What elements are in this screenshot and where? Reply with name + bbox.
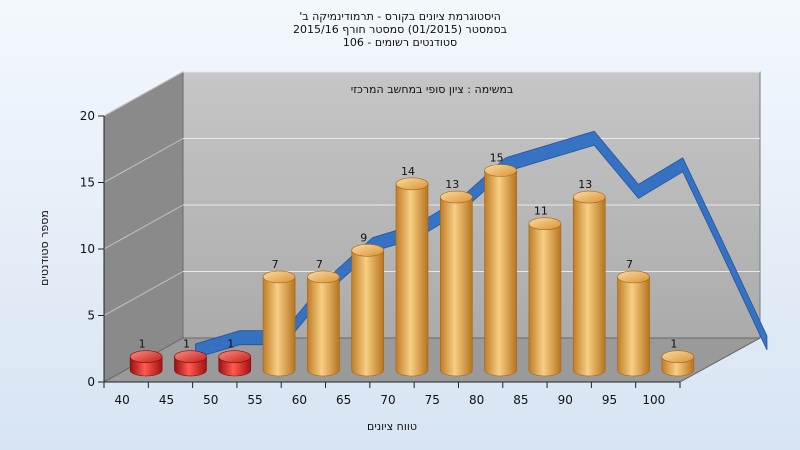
- bar-60: 7: [307, 258, 340, 377]
- axes-layer: 0 5 10 15 20 40 45 50 55 60 65 70 75 80 85 90 95 100: [80, 109, 681, 407]
- chart-subtitle: במשימה : ציון סופי במחשב המרכזי: [351, 83, 514, 96]
- bar-value-label: 1: [670, 338, 677, 351]
- bar-value-label: 13: [445, 178, 459, 191]
- bar-value-label: 1: [139, 338, 146, 351]
- bar-top: [661, 350, 695, 364]
- x-tick-label: 70: [380, 393, 395, 407]
- bar-top: [307, 270, 340, 284]
- bar-55: 7: [262, 258, 296, 377]
- bar-body: [307, 276, 340, 377]
- bar-top: [440, 190, 473, 204]
- bar-40: 1: [129, 338, 163, 377]
- y-tick-label: 15: [80, 176, 95, 190]
- x-tick-label: 100: [642, 393, 665, 407]
- x-tick-label: 95: [602, 393, 617, 407]
- bar-75: 13: [440, 178, 473, 377]
- chart-title-line-1: היסטוגרמת ציונים בקורס - תרמודינמיקה ב': [299, 10, 501, 23]
- bar-value-label: 1: [227, 338, 234, 351]
- bar-top: [572, 190, 606, 204]
- bar-top: [129, 350, 163, 364]
- grid-line-side: [103, 71, 184, 117]
- grid-line-side: [103, 138, 184, 183]
- y-tick-label: 0: [87, 375, 95, 389]
- x-tick-label: 90: [558, 393, 573, 407]
- x-tick-label: 85: [513, 393, 528, 407]
- bar-value-label: 15: [490, 152, 504, 165]
- bar-body: [440, 196, 473, 377]
- grid-line-side: [103, 204, 184, 250]
- bar-body: [572, 196, 606, 377]
- bar-body: [484, 170, 517, 377]
- y-axis-label: מספר סטודנטים: [38, 210, 51, 286]
- chart-title-line-3: סטודנטים רשומים - 106: [342, 36, 458, 49]
- bar-value-label: 9: [360, 231, 367, 244]
- chart-title-line-2: בסמסטר (01/2015) סמסטר חורף 2015/16: [293, 23, 507, 36]
- bar-value-label: 7: [316, 258, 323, 271]
- x-tick-label: 60: [292, 393, 307, 407]
- bar-65: 9: [351, 231, 384, 377]
- bar-value-label: 11: [534, 205, 548, 218]
- bar-top: [351, 244, 384, 257]
- bar-top: [262, 270, 296, 284]
- bar-value-label: 13: [578, 178, 592, 191]
- bar-80: 15: [484, 152, 517, 377]
- y-tick-label: 10: [80, 242, 95, 256]
- x-axis-label: טווח ציונים: [367, 420, 417, 433]
- bar-value-label: 1: [183, 338, 190, 351]
- y-tick-label: 5: [87, 309, 95, 323]
- bar-top: [218, 350, 252, 364]
- bar-value-label: 7: [626, 258, 633, 271]
- bar-top: [617, 270, 650, 284]
- x-tick-label: 65: [336, 393, 351, 407]
- bar-45: 1: [174, 338, 207, 377]
- bar-50: 1: [218, 338, 252, 377]
- bar-value-label: 7: [272, 258, 279, 271]
- y-tick-label: 20: [80, 109, 95, 123]
- bar-100: 1: [661, 338, 695, 377]
- bar-body: [395, 183, 429, 377]
- bar-90: 13: [572, 178, 606, 377]
- bar-body: [351, 250, 384, 377]
- x-tick-label: 50: [203, 393, 218, 407]
- x-tick-label: 55: [247, 393, 262, 407]
- x-tick-label: 40: [115, 393, 130, 407]
- chart-title: היסטוגרמת ציונים בקורס - תרמודינמיקה ב' …: [0, 10, 800, 49]
- bar-top: [528, 217, 562, 230]
- grid-line-side: [103, 271, 184, 316]
- bar-top: [484, 164, 517, 177]
- bar-body: [528, 223, 562, 377]
- bar-body: [617, 276, 650, 377]
- x-tick-label: 80: [469, 393, 484, 407]
- bar-top: [395, 177, 429, 191]
- bar-body: [262, 276, 296, 377]
- x-tick-label: 75: [425, 393, 440, 407]
- bar-95: 7: [617, 258, 650, 377]
- bar-85: 11: [528, 205, 562, 377]
- bar-top: [174, 350, 207, 364]
- x-tick-label: 45: [159, 393, 174, 407]
- bar-value-label: 14: [401, 165, 415, 178]
- bar-70: 14: [395, 165, 429, 377]
